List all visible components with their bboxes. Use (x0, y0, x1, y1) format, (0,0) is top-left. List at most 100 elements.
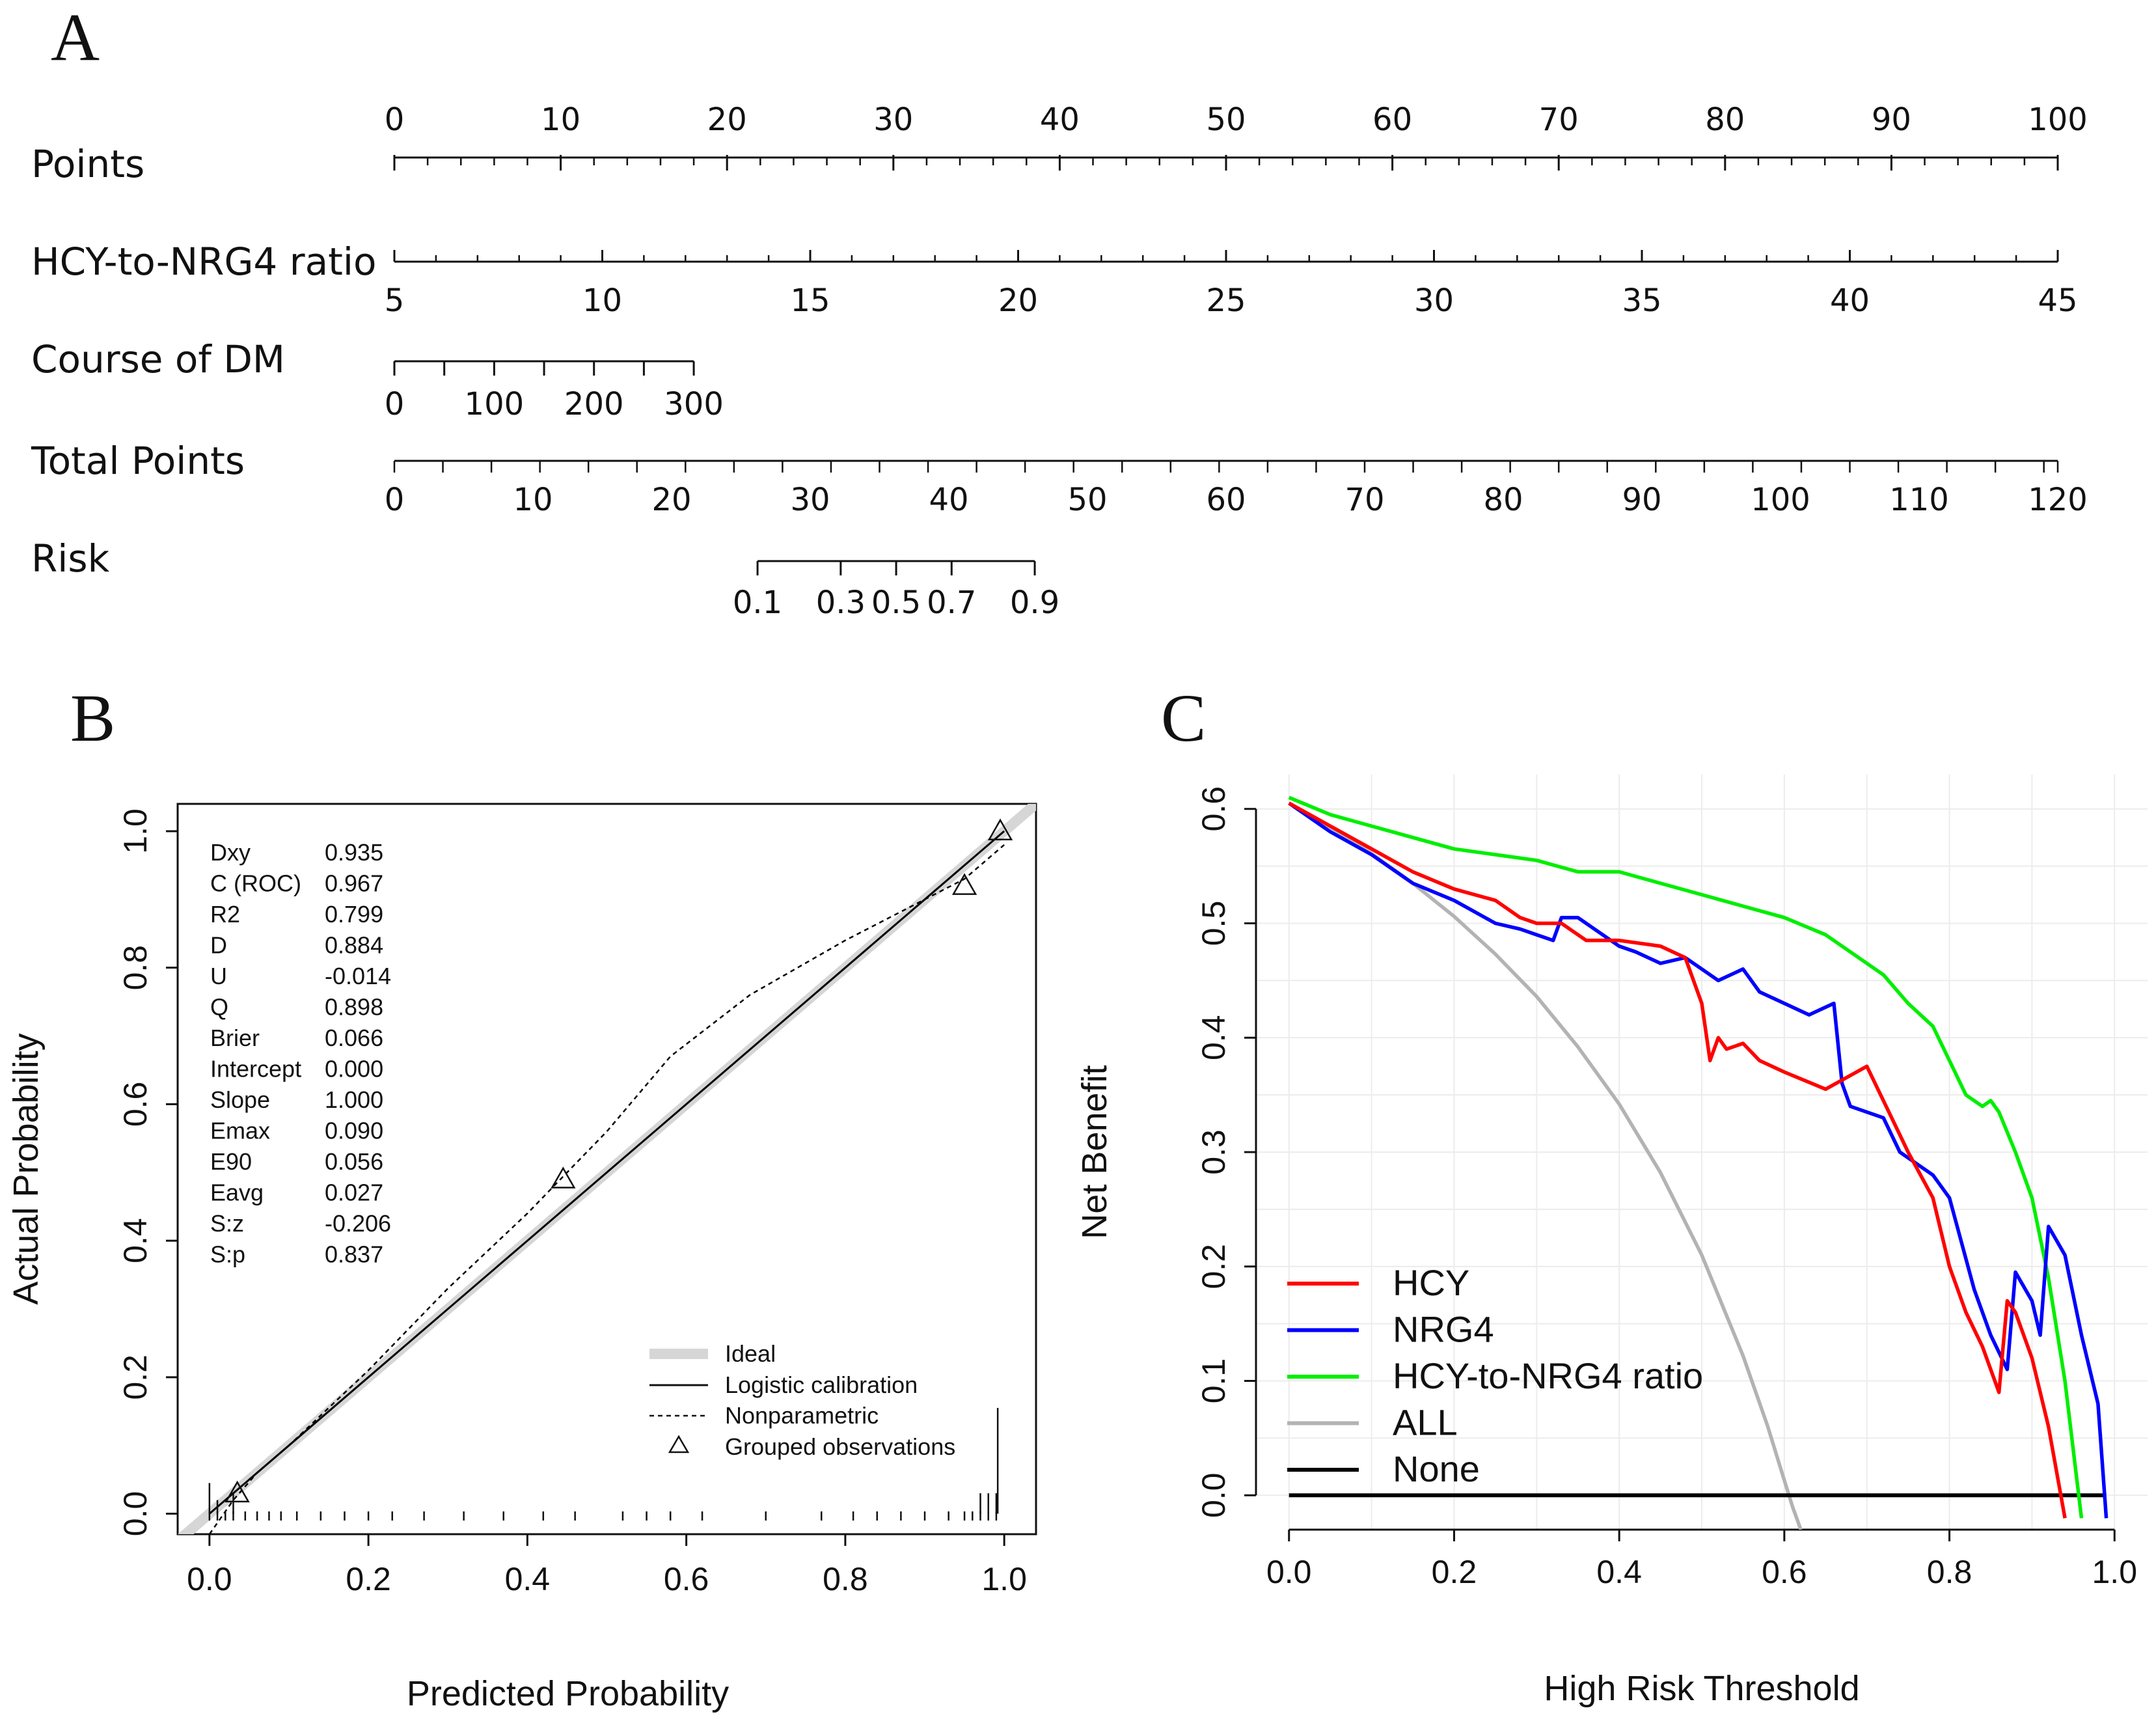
course-of-dm-tick-label: 300 (664, 386, 724, 422)
stat-name: D (210, 932, 227, 959)
stat-value: -0.206 (325, 1210, 391, 1237)
panel-c-y-tick-label: 0.0 (1195, 1473, 1232, 1519)
panel-c-y-tick-label: 0.4 (1195, 1015, 1232, 1060)
hcy-nrg4-tick-label: 20 (998, 282, 1038, 319)
panel-b-label: B (70, 681, 115, 756)
panel-b-y-tick-label: 0.2 (117, 1355, 154, 1400)
points-tick-label: 30 (873, 102, 913, 138)
panel-c-x-tick-label: 1.0 (2092, 1554, 2138, 1590)
stat-name: Brier (210, 1025, 260, 1051)
total-points-tick-label: 80 (1483, 482, 1523, 518)
risk-tick-label: 0.7 (927, 585, 976, 621)
panel-b-y-tick-label: 1.0 (117, 808, 154, 854)
hcy-nrg4-tick-label: 10 (582, 282, 622, 319)
nomogram-row-label-hcy-nrg4: HCY-to-NRG4 ratio (31, 240, 377, 284)
points-tick-label: 10 (541, 102, 580, 138)
panel-b-y-tick-label: 0.6 (117, 1082, 154, 1127)
hcy-nrg4-tick-label: 5 (385, 282, 405, 319)
panel-c-x-tick-label: 0.2 (1432, 1554, 1477, 1590)
panel-b-x-tick-label: 0.4 (505, 1561, 551, 1597)
panel-b-legend: Ideal Logistic calibration Nonparametric Gr… (649, 1340, 955, 1460)
stat-name: Dxy (210, 839, 251, 866)
grouped-observation-marker (551, 1166, 576, 1189)
legend-entry-nonparametric: Nonparametric (725, 1402, 879, 1429)
stat-name: C (ROC) (210, 870, 301, 897)
panel-c-y-axis-title: Net Benefit (1075, 1065, 1114, 1239)
panel-b-stats-block: Dxy 0.935 C (ROC) 0.967 R2 0.799 D 0.884 U -0.014… (210, 839, 391, 1268)
points-tick-label: 70 (1539, 102, 1579, 138)
panel-c-decision-curve: C 0.0 0.2 0.4 0.6 0.8 1.0 0.0 0.1 0.2 0.3 0.4 0.5 0.6… (1075, 681, 2148, 1708)
dca-curve-nrg4 (1288, 801, 2108, 1519)
points-tick-label: 90 (1872, 102, 1911, 138)
nomogram-row-label-points: Points (31, 142, 144, 186)
legend-entry-all: ALL (1393, 1402, 1458, 1443)
dca-curve-all (1288, 801, 1803, 1530)
hcy-nrg4-tick-label: 25 (1206, 282, 1246, 319)
legend-entry-nrg4: NRG4 (1393, 1309, 1494, 1350)
stat-name: E90 (210, 1148, 252, 1175)
grouped-observation-marker (987, 818, 1013, 840)
course-of-dm-tick-label: 100 (465, 386, 525, 422)
panel-b-x-tick-label: 1.0 (981, 1561, 1027, 1597)
total-points-tick-label: 60 (1206, 482, 1246, 518)
panel-c-x-axis-title: High Risk Threshold (1544, 1669, 1859, 1708)
risk-tick-label: 0.3 (816, 585, 866, 621)
panel-b-y-axis: 0.0 0.2 0.4 0.6 0.8 1.0 (117, 808, 178, 1536)
panel-b-x-axis: 0.0 0.2 0.4 0.6 0.8 1.0 (187, 1534, 1027, 1597)
stat-value: 0.935 (325, 839, 383, 866)
panel-a-label: A (51, 0, 100, 75)
panel-b-y-tick-label: 0.0 (117, 1491, 154, 1537)
legend-entry-hcy: HCY (1393, 1262, 1469, 1303)
stat-value: 1.000 (325, 1086, 383, 1113)
stat-value: 0.967 (325, 870, 383, 897)
total-points-tick-label: 0 (385, 482, 405, 518)
risk-tick-label: 0.1 (733, 585, 782, 621)
legend-entry-grouped-observations: Grouped observations (725, 1433, 955, 1460)
stat-value: 0.837 (325, 1241, 383, 1268)
total-points-tick-label: 10 (513, 482, 553, 518)
stat-value: 0.090 (325, 1118, 383, 1144)
stat-name: Emax (210, 1118, 270, 1144)
stat-name: Slope (210, 1086, 270, 1113)
course-of-dm-tick-label: 200 (564, 386, 624, 422)
total-points-tick-label: 100 (1751, 482, 1810, 518)
course-of-dm-tick-label: 0 (385, 386, 405, 422)
hcy-nrg4-tick-label: 30 (1414, 282, 1454, 319)
panel-c-x-tick-label: 0.8 (1927, 1554, 1972, 1590)
panel-c-x-tick-label: 0.0 (1266, 1554, 1312, 1590)
hcy-nrg4-tick-label: 35 (1622, 282, 1661, 319)
total-points-tick-label: 120 (2028, 482, 2088, 518)
legend-entry-ideal: Ideal (725, 1340, 776, 1367)
stat-value: 0.056 (325, 1148, 383, 1175)
legend-grouped-swatch (668, 1435, 690, 1453)
logistic-calibration-line (208, 830, 1005, 1515)
panel-c-x-tick-label: 0.6 (1762, 1554, 1807, 1590)
panel-c-label: C (1161, 681, 1206, 756)
panel-b-x-tick-label: 0.6 (664, 1561, 709, 1597)
risk-tick-label: 0.9 (1010, 585, 1059, 621)
total-points-tick-label: 20 (651, 482, 691, 518)
panel-b-y-tick-label: 0.4 (117, 1218, 154, 1263)
grouped-observation-marker (951, 873, 977, 895)
panel-c-y-tick-label: 0.1 (1195, 1358, 1232, 1404)
panel-b-x-tick-label: 0.0 (187, 1561, 232, 1597)
panel-b-y-axis-title: Actual Probability (7, 1033, 46, 1304)
hcy-nrg4-tick-label: 40 (1830, 282, 1870, 319)
points-tick-label: 60 (1372, 102, 1412, 138)
panel-c-y-axis: 0.0 0.1 0.2 0.3 0.4 0.5 0.6 (1195, 786, 1257, 1519)
stat-name: U (210, 963, 227, 989)
panel-c-x-tick-label: 0.4 (1596, 1554, 1642, 1590)
panel-b-x-tick-label: 0.8 (823, 1561, 868, 1597)
stat-name: S:z (210, 1210, 244, 1237)
legend-entry-hcy-to-nrg4-ratio: HCY-to-NRG4 ratio (1393, 1355, 1703, 1396)
stat-name: Intercept (210, 1056, 301, 1082)
total-points-tick-label: 110 (1889, 482, 1949, 518)
stat-value: 0.027 (325, 1179, 383, 1206)
dca-curve-hcy (1288, 801, 2067, 1519)
stat-name: S:p (210, 1241, 245, 1268)
panel-b-plot-frame (176, 803, 1037, 1535)
panel-c-y-tick-label: 0.2 (1195, 1244, 1232, 1289)
hcy-nrg4-tick-label: 15 (790, 282, 830, 319)
